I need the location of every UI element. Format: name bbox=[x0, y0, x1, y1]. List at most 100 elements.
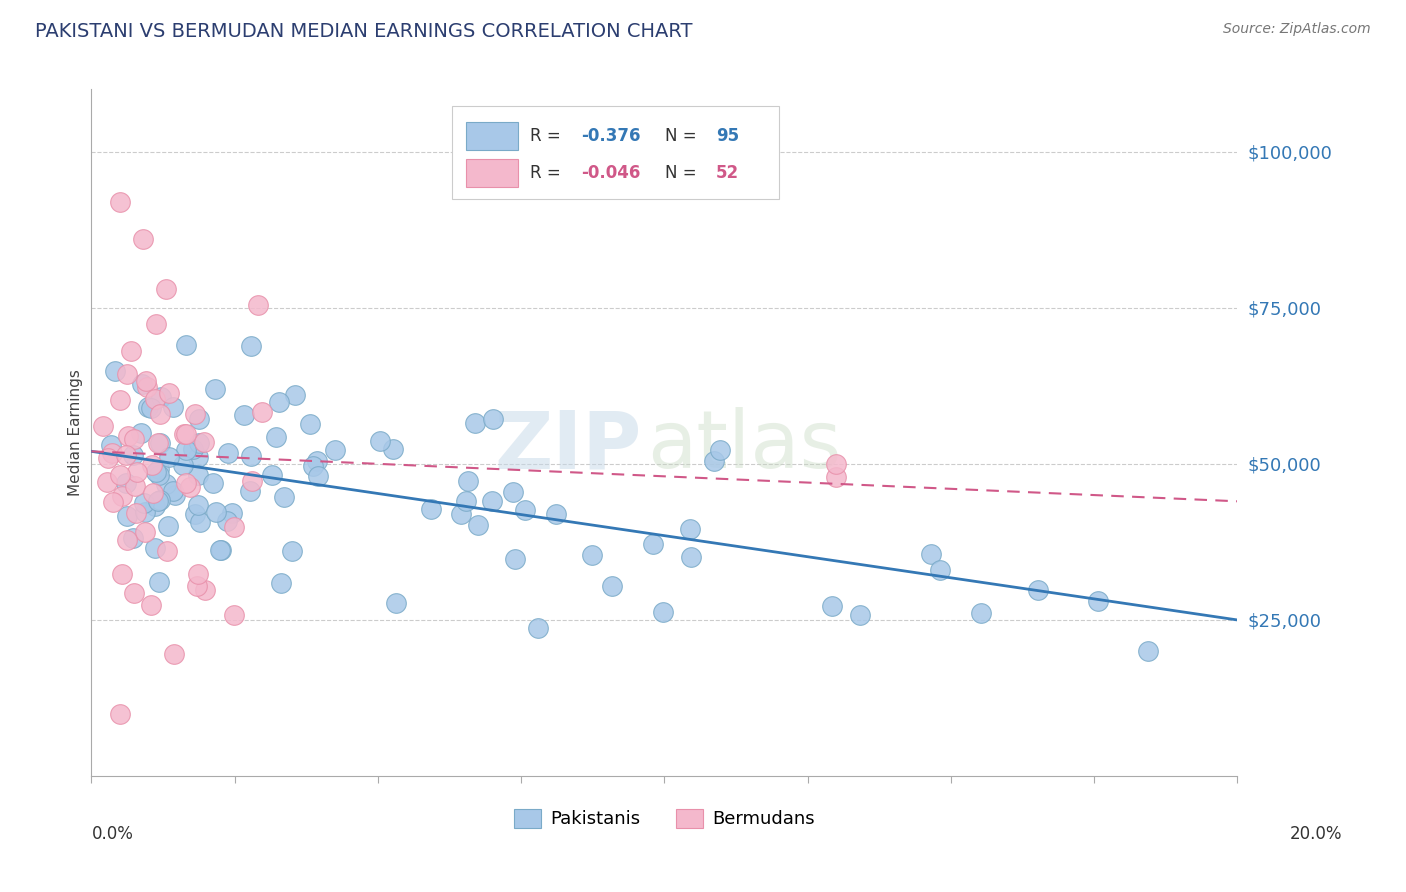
Point bbox=[148, 436, 170, 450]
Point bbox=[187, 467, 209, 482]
Point bbox=[709, 442, 731, 457]
Point bbox=[581, 549, 603, 563]
Point bbox=[457, 475, 479, 489]
Point bbox=[193, 434, 215, 449]
Point bbox=[155, 477, 177, 491]
Point bbox=[108, 194, 131, 209]
Point bbox=[172, 458, 194, 472]
Point bbox=[970, 606, 993, 620]
FancyBboxPatch shape bbox=[453, 106, 779, 199]
Point bbox=[240, 449, 263, 463]
Point bbox=[600, 579, 623, 593]
Point bbox=[209, 542, 232, 557]
Point bbox=[385, 597, 408, 611]
Point bbox=[125, 506, 148, 520]
Point bbox=[217, 446, 239, 460]
Point bbox=[163, 647, 186, 661]
Point bbox=[146, 494, 169, 508]
Point bbox=[503, 551, 526, 566]
Point bbox=[114, 448, 136, 462]
Text: atlas: atlas bbox=[647, 408, 842, 485]
Point bbox=[131, 376, 153, 391]
Point bbox=[419, 501, 441, 516]
Point bbox=[323, 442, 346, 457]
Point bbox=[101, 446, 124, 460]
Point bbox=[174, 427, 197, 442]
Point bbox=[679, 522, 702, 536]
Point bbox=[456, 494, 478, 508]
Point bbox=[108, 392, 131, 407]
Text: N =: N = bbox=[665, 127, 703, 145]
Text: 95: 95 bbox=[716, 127, 740, 145]
Point bbox=[149, 492, 172, 507]
Point bbox=[108, 706, 131, 721]
Point bbox=[544, 508, 567, 522]
Text: Source: ZipAtlas.com: Source: ZipAtlas.com bbox=[1223, 22, 1371, 37]
Point bbox=[135, 375, 157, 389]
Point bbox=[96, 475, 118, 489]
Point bbox=[187, 567, 209, 582]
Text: 52: 52 bbox=[716, 164, 740, 182]
Point bbox=[122, 433, 145, 447]
Point bbox=[121, 531, 143, 545]
Point bbox=[305, 454, 328, 468]
Point bbox=[149, 435, 172, 450]
Text: 20.0%: 20.0% bbox=[1291, 825, 1343, 843]
Text: R =: R = bbox=[530, 164, 567, 182]
Point bbox=[239, 483, 262, 498]
Point bbox=[108, 468, 131, 483]
Point bbox=[115, 508, 138, 523]
Point bbox=[115, 475, 138, 490]
Point bbox=[233, 409, 256, 423]
Point bbox=[143, 499, 166, 513]
Point bbox=[221, 506, 243, 520]
Point bbox=[141, 458, 163, 472]
Point bbox=[224, 607, 246, 622]
Point bbox=[205, 505, 228, 519]
Point bbox=[217, 514, 239, 528]
Point bbox=[148, 467, 170, 482]
Point bbox=[849, 608, 872, 623]
Point bbox=[184, 407, 207, 421]
Point bbox=[302, 459, 325, 474]
Point bbox=[143, 392, 166, 407]
Point bbox=[202, 475, 225, 490]
Point bbox=[174, 442, 197, 457]
Point bbox=[111, 489, 134, 503]
Point bbox=[482, 412, 505, 426]
Point bbox=[162, 483, 184, 498]
Point bbox=[110, 567, 132, 582]
Legend: Pakistanis, Bermudans: Pakistanis, Bermudans bbox=[506, 802, 823, 836]
Point bbox=[208, 542, 231, 557]
Point bbox=[188, 411, 211, 425]
Point bbox=[176, 337, 198, 351]
Point bbox=[129, 425, 152, 440]
Point bbox=[93, 419, 115, 434]
Point bbox=[155, 282, 177, 296]
Point bbox=[920, 547, 942, 561]
Point bbox=[643, 537, 665, 551]
Point bbox=[181, 442, 204, 456]
Point bbox=[194, 583, 217, 598]
Point bbox=[502, 485, 524, 500]
Point bbox=[513, 503, 536, 517]
Point bbox=[270, 575, 292, 590]
Point bbox=[100, 437, 122, 451]
Y-axis label: Median Earnings: Median Earnings bbox=[67, 369, 83, 496]
Point bbox=[101, 495, 124, 509]
Text: 0.0%: 0.0% bbox=[91, 825, 134, 843]
FancyBboxPatch shape bbox=[467, 122, 517, 150]
Point bbox=[186, 579, 208, 593]
Text: ZIP: ZIP bbox=[494, 408, 641, 485]
Point bbox=[149, 407, 172, 421]
Point bbox=[121, 344, 143, 359]
Point bbox=[464, 416, 486, 430]
Point bbox=[145, 465, 167, 479]
Point bbox=[467, 518, 489, 533]
Point bbox=[157, 385, 180, 400]
Point bbox=[132, 496, 155, 510]
Point bbox=[142, 486, 165, 500]
Text: R =: R = bbox=[530, 127, 567, 145]
Point bbox=[370, 434, 392, 448]
Point bbox=[156, 543, 179, 558]
